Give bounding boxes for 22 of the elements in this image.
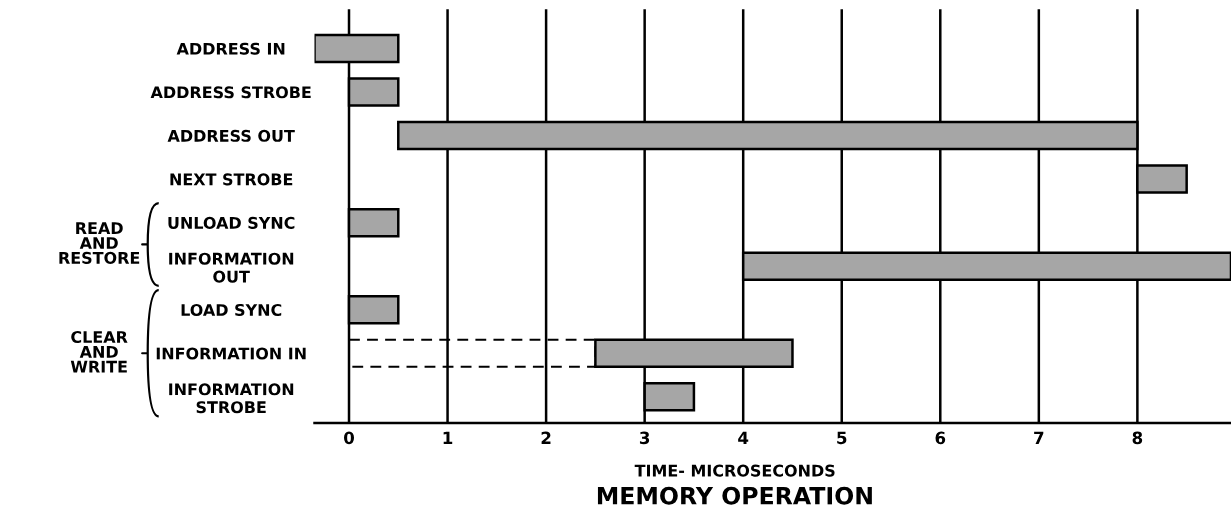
y-tick-label: INFORMATION OUT [169,252,294,283]
y-tick-label: INFORMATION IN [156,347,306,360]
y-tick-label: ADDRESS OUT [167,129,295,142]
y-tick-label: ADDRESS IN [176,42,285,55]
x-tick-label: 6 [935,431,946,445]
text: READ AND RESTORE [59,222,140,264]
y-tick-label: ADDRESS STROBE [150,86,311,99]
x-tick-label: 1 [443,431,453,444]
y-tick-label: UNLOAD SYNC [168,216,295,229]
x-tick-label: 4 [738,431,749,444]
y-tick-label: INFORMATION STROBE [169,383,294,414]
text: CLEAR AND WRITE [70,330,128,373]
x-tick-label: 0 [344,431,355,445]
x-tick-label: 8 [1132,431,1143,445]
y-tick-label: LOAD SYNC [181,303,282,317]
text: MEMORY OPERATION [597,486,872,505]
y-tick-label: NEXT STROBE [170,173,293,186]
x-axis-title: TIME- MICROSECONDS [634,464,835,477]
x-tick-label: 7 [1034,431,1044,444]
x-tick-label: 3 [639,431,650,445]
x-tick-label: 5 [837,431,847,445]
x-tick-label: 2 [541,431,551,444]
